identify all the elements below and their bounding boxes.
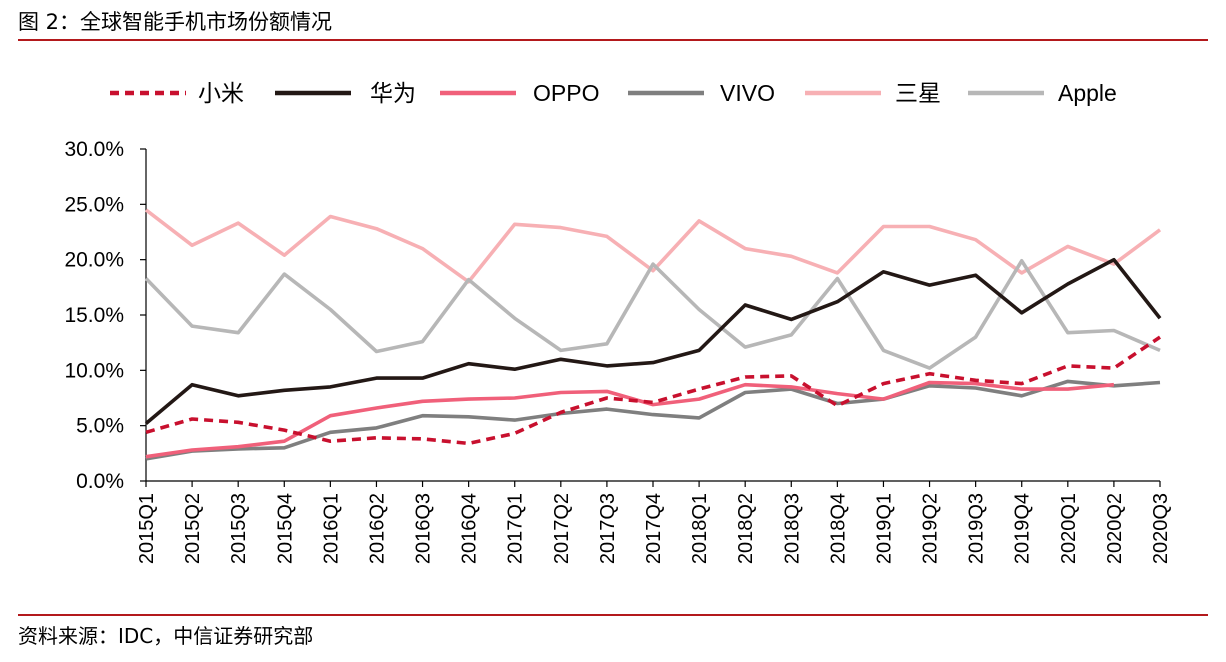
x-tick-label: 2016Q3 xyxy=(413,493,435,564)
y-tick-label: 25.0% xyxy=(64,193,124,216)
y-tick-label: 30.0% xyxy=(64,138,124,161)
y-tick-label: 20.0% xyxy=(64,249,124,272)
series-line xyxy=(145,335,1162,446)
x-tick-label: 2018Q1 xyxy=(689,493,711,564)
y-tick-label: 0.0% xyxy=(76,470,124,493)
x-tick-label: 2016Q2 xyxy=(366,493,388,564)
y-tick-label: 15.0% xyxy=(64,304,124,327)
title-divider xyxy=(18,39,1208,41)
series-line xyxy=(144,259,1161,370)
y-axis: 0.0% 5.0% 10.0% 15.0% 20.0% 25.0% 30.0% xyxy=(64,138,147,493)
x-tick-label: 2017Q4 xyxy=(643,493,665,564)
x-tick-label: 2019Q1 xyxy=(873,493,895,564)
x-tick-label: 2017Q2 xyxy=(551,493,573,564)
x-tick-label: 2016Q1 xyxy=(320,493,342,564)
x-tick-label: 2015Q3 xyxy=(228,493,250,564)
x-axis: 2015Q1 2015Q2 2015Q3 2015Q4 2016Q1 2016Q2 2016… xyxy=(136,480,1172,564)
series-line xyxy=(144,257,1162,425)
x-tick-label: 2015Q2 xyxy=(182,493,204,564)
legend-label: 小米 xyxy=(198,80,244,106)
series-line xyxy=(145,379,1161,461)
figure-source: 资料来源：IDC，中信证券研究部 xyxy=(18,624,314,648)
x-tick-label: 2020Q2 xyxy=(1104,493,1126,564)
x-tick-label: 2018Q2 xyxy=(735,493,757,564)
x-tick-label: 2018Q4 xyxy=(827,493,849,564)
legend-label: 华为 xyxy=(370,80,416,106)
series-line xyxy=(145,380,1115,459)
y-tick-label: 10.0% xyxy=(64,359,124,382)
y-tick-label: 5.0% xyxy=(76,415,124,438)
figure-title: 图 2：全球智能手机市场份额情况 xyxy=(18,10,333,34)
x-tick-label: 2018Q3 xyxy=(781,493,803,564)
x-tick-label: 2019Q3 xyxy=(966,493,988,564)
x-tick-label: 2015Q1 xyxy=(136,493,158,564)
legend-label: Apple xyxy=(1058,80,1117,106)
legend-label: 三星 xyxy=(895,80,941,106)
legend: 小米 华为 OPPO VIVO 三星 Apple xyxy=(110,80,1117,106)
series-line xyxy=(144,208,1162,284)
x-tick-label: 2020Q1 xyxy=(1058,493,1080,564)
x-tick-label: 2019Q4 xyxy=(1012,493,1034,564)
series-lines xyxy=(144,208,1162,461)
x-tick-label: 2016Q4 xyxy=(459,493,481,564)
source-divider xyxy=(18,614,1208,616)
x-tick-label: 2015Q4 xyxy=(274,493,296,564)
legend-label: OPPO xyxy=(533,80,599,106)
x-tick-label: 2020Q3 xyxy=(1150,493,1172,564)
legend-label: VIVO xyxy=(720,80,775,106)
x-tick-label: 2017Q1 xyxy=(505,493,527,564)
x-tick-label: 2019Q2 xyxy=(920,493,942,564)
x-tick-label: 2017Q3 xyxy=(597,493,619,564)
